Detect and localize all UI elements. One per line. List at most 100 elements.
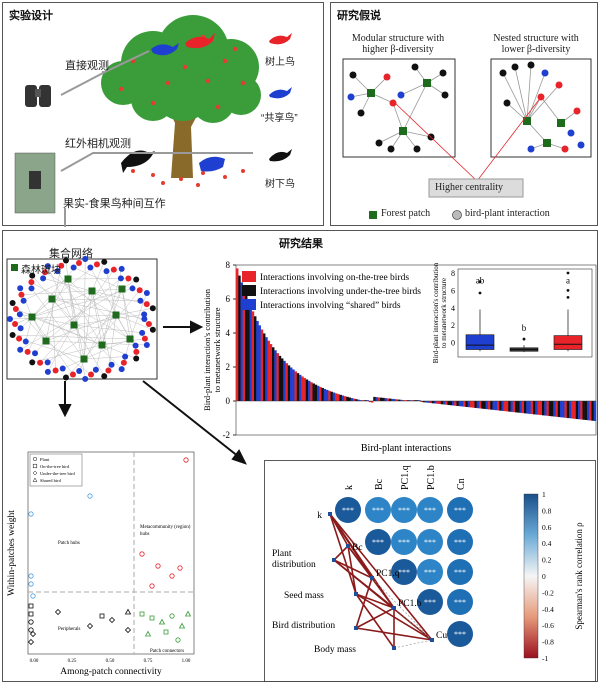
bar-legend-label: Interactions involving under-the-tree bi…: [260, 287, 421, 297]
contribution-bar: [530, 401, 534, 415]
bar-legend-label: Interactions involving “shared” birds: [260, 301, 401, 311]
corr-cell-label: ***: [454, 538, 466, 547]
meta-link: [25, 316, 33, 342]
meta-bird-node: [129, 285, 136, 292]
contribution-bar: [283, 360, 286, 401]
meta-link: [108, 314, 117, 371]
meta-bird-node: [103, 268, 110, 275]
region-peripherals: Peripherals: [58, 627, 81, 632]
contribution-bar: [242, 288, 246, 401]
contribution-bar: [409, 400, 412, 401]
corr-network-edge: [333, 545, 349, 561]
corr-cell-label: ***: [454, 598, 466, 607]
meta-link: [12, 334, 131, 340]
inset-y-tick: 2: [451, 321, 455, 330]
corr-network-node: [430, 638, 434, 642]
meta-bird-node: [118, 265, 125, 272]
contribution-bar: [373, 396, 376, 401]
design-title: 实验设计: [9, 10, 53, 22]
contribution-bar: [258, 325, 261, 401]
contribution-bar: [366, 400, 369, 401]
correlation-panel: k Bc PC1.q PC1.b Cn *** *** *** *** *** *** *** *** *…: [264, 460, 596, 682]
meta-link: [31, 262, 80, 318]
meta-patch-node: [28, 313, 36, 321]
contribution-bar: [488, 401, 491, 410]
meta-patch-node: [112, 311, 120, 319]
meta-link: [101, 268, 122, 346]
centrality-box: [428, 178, 524, 198]
region-connectors: Patch connectors: [150, 649, 184, 654]
meta-bird-node: [141, 311, 148, 318]
contribution-bar: [377, 397, 381, 401]
meta-bird-node: [133, 355, 140, 362]
meta-bird-node: [17, 285, 24, 292]
corr-network-edge: [355, 593, 395, 609]
corr-cell-label: ***: [398, 506, 410, 515]
contribution-bar: [569, 401, 572, 419]
contribution-bar: [589, 401, 592, 421]
contribution-bar: [332, 392, 336, 401]
contribution-bar: [492, 401, 495, 410]
contribution-bar: [276, 353, 279, 401]
contribution-bar: [571, 401, 574, 419]
colorbar-tick: -0.2: [542, 588, 554, 597]
contribution-bar: [236, 268, 239, 401]
scatter-point: [27, 638, 35, 646]
meta-link: [47, 314, 117, 363]
corr-network-node: [392, 606, 396, 610]
corr-diag-cell: [447, 621, 473, 647]
legend-on-tree-bird: [269, 33, 292, 45]
meta-link: [83, 356, 126, 360]
meta-bird-node: [58, 262, 65, 269]
contribution-bar: [312, 383, 315, 401]
meta-bird-node: [52, 367, 59, 374]
contribution-bar: [317, 385, 320, 401]
colorbar-tick: -0.8: [542, 638, 554, 647]
meta-bird-node: [82, 375, 89, 382]
corr-network-label: Bird distribution: [272, 621, 335, 631]
scatter-x-tick: 0.75: [144, 659, 153, 664]
colorbar-tick: -1: [542, 654, 548, 663]
meta-bird-node: [110, 266, 117, 273]
contribution-bar: [308, 380, 311, 401]
shared-bird-top: [151, 43, 179, 56]
contribution-bar: [350, 398, 354, 401]
contribution-bar: [476, 401, 480, 409]
y-tick-label: 2: [226, 362, 231, 372]
corr-network-node: [328, 512, 332, 516]
contribution-bar: [344, 396, 347, 401]
corr-diag-label: ***: [454, 630, 466, 639]
contribution-bar: [481, 401, 484, 409]
corr-network-edge: [329, 513, 433, 641]
contribution-bar: [411, 400, 414, 401]
corr-network-edge: [333, 559, 373, 579]
meta-bird-node: [29, 359, 36, 366]
meta-bird-node: [143, 301, 150, 308]
legend-under-tree-bird: [269, 149, 292, 162]
role-scatter-plot: 0.00 0.25 0.50 0.75 1.00 Among-patch connecti…: [7, 451, 195, 677]
meta-bird-node: [9, 331, 16, 338]
corr-network-edge: [355, 607, 395, 629]
contribution-bar: [319, 386, 322, 401]
contribution-bar: [562, 401, 565, 418]
contribution-bar: [296, 373, 300, 401]
meta-bird-node: [141, 335, 148, 342]
meta-link: [31, 288, 133, 318]
scatter-point: [28, 581, 34, 587]
colorbar-tick: -0.6: [542, 621, 554, 630]
centrality-label: Higher centrality: [435, 182, 504, 193]
contribution-bar: [368, 401, 372, 403]
meta-link: [67, 278, 85, 360]
meta-link: [83, 259, 86, 360]
meta-bird-node: [88, 371, 95, 378]
contribution-bar: [357, 399, 360, 401]
meta-bird-node: [69, 371, 76, 378]
meta-bird-node: [37, 359, 44, 366]
scatter-point: [30, 593, 36, 599]
meta-bird-node: [141, 316, 148, 322]
inset-box: [465, 334, 495, 350]
region-meta-hubs: hubs: [140, 532, 150, 537]
meta-link: [73, 267, 123, 290]
scatter-point: [86, 622, 94, 630]
contribution-bar: [490, 401, 493, 410]
